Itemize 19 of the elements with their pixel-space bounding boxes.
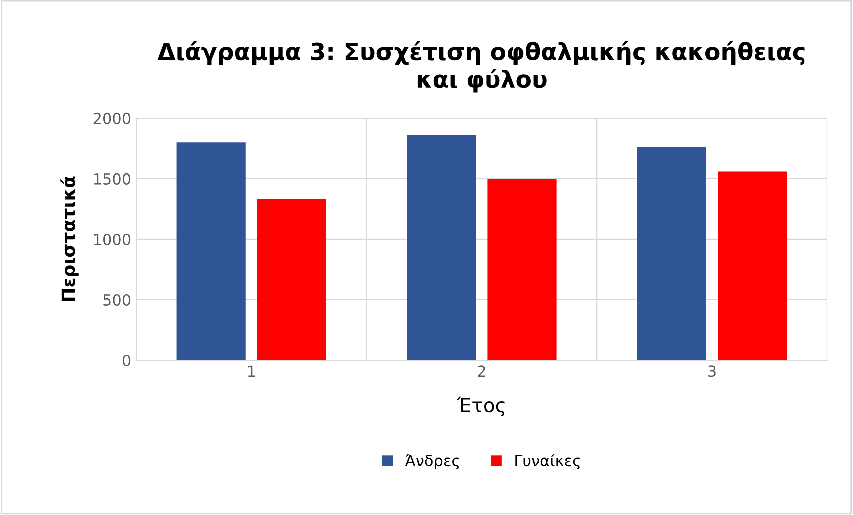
x-tick-label: 3 (708, 366, 716, 378)
x-tick-label: 2 (478, 366, 486, 377)
legend-label: Γυναίκες (516, 454, 580, 470)
y-tick-label: 1000 (94, 234, 131, 246)
x-tick-label: 1 (248, 366, 256, 377)
y-tick-label: 500 (104, 294, 131, 306)
legend-label: Άνδρες (405, 454, 460, 470)
y-tick-label: 0 (122, 354, 131, 367)
bar (718, 172, 788, 360)
bar (176, 142, 246, 360)
chart-title: Διάγραμμα 3: Συσχέτιση οφθαλμικής κακοήθειας και φύλου (158, 41, 805, 93)
x-axis-title: Έτος (456, 396, 505, 416)
y-tick-label: 1500 (94, 173, 131, 185)
bar (488, 178, 557, 360)
bar (637, 147, 706, 360)
y-tick-label: 2000 (94, 112, 131, 124)
bar (407, 135, 476, 360)
y-axis-title: Περιστατικά (60, 176, 79, 302)
bar (257, 200, 326, 360)
